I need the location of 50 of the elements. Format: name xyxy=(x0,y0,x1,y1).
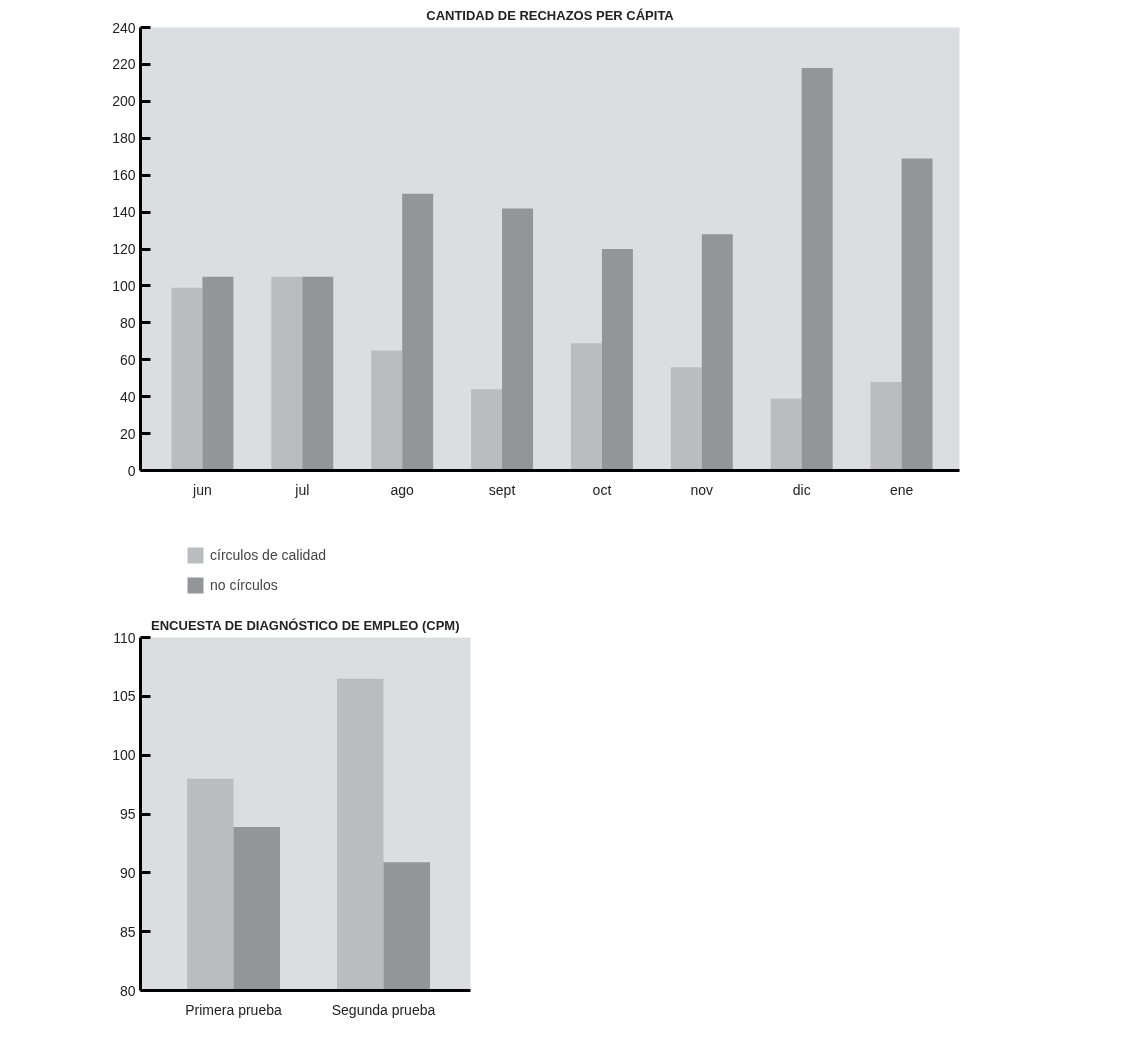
bar xyxy=(701,234,733,471)
x-tick-label: dic xyxy=(792,481,811,498)
y-tick-label: 60 xyxy=(119,351,136,368)
y-tick-label: 220 xyxy=(112,56,136,73)
x-tick-label: Segunda prueba xyxy=(331,1001,436,1018)
bar xyxy=(202,276,234,471)
x-tick-label: Primera prueba xyxy=(185,1001,282,1018)
bar xyxy=(801,68,833,471)
y-tick-label: 140 xyxy=(112,204,136,221)
bar xyxy=(870,381,902,471)
bar xyxy=(171,287,203,471)
x-tick-label: jun xyxy=(192,481,212,498)
y-tick-label: 95 xyxy=(119,806,136,822)
x-tick-label: ago xyxy=(390,481,415,498)
x-tick-label: oct xyxy=(592,481,612,498)
y-tick-label: 105 xyxy=(112,688,136,705)
y-tick-label: 20 xyxy=(119,425,136,442)
bar xyxy=(770,398,802,471)
bar xyxy=(402,193,434,471)
legend-label: no círculos xyxy=(210,577,278,593)
x-tick-label: jul xyxy=(294,481,310,498)
chart-title: CANTIDAD DE RECHAZOS PER CÁPITA xyxy=(426,7,675,23)
y-tick-label: 120 xyxy=(112,241,136,257)
y-tick-label: 40 xyxy=(119,388,136,405)
y-tick-label: 90 xyxy=(119,864,136,881)
y-tick-label: 85 xyxy=(119,923,136,940)
legend-label: círculos de calidad xyxy=(210,547,326,563)
y-tick-label: 0 xyxy=(127,462,136,479)
y-tick-label: 160 xyxy=(112,167,136,184)
chart-title: ENCUESTA DE DIAGNÓSTICO DE EMPLEO (CPM) xyxy=(151,617,460,633)
bar xyxy=(271,276,303,471)
y-tick-label: 100 xyxy=(112,747,136,764)
y-tick-label: 240 xyxy=(112,19,136,36)
x-tick-label: nov xyxy=(690,481,714,498)
bar xyxy=(901,158,933,471)
bar xyxy=(471,389,503,471)
bar xyxy=(371,350,403,471)
bar xyxy=(570,343,602,471)
bar xyxy=(502,208,534,471)
y-tick-label: 200 xyxy=(112,93,136,110)
y-tick-label: 110 xyxy=(113,629,136,646)
x-tick-label: sept xyxy=(488,481,516,498)
y-tick-label: 80 xyxy=(119,982,136,999)
y-tick-label: 80 xyxy=(119,314,136,331)
y-tick-label: 180 xyxy=(112,130,136,147)
y-tick-label: 100 xyxy=(112,277,136,294)
bar xyxy=(670,367,702,471)
bar xyxy=(601,249,633,471)
bar xyxy=(302,276,334,471)
x-tick-label: ene xyxy=(889,481,914,498)
